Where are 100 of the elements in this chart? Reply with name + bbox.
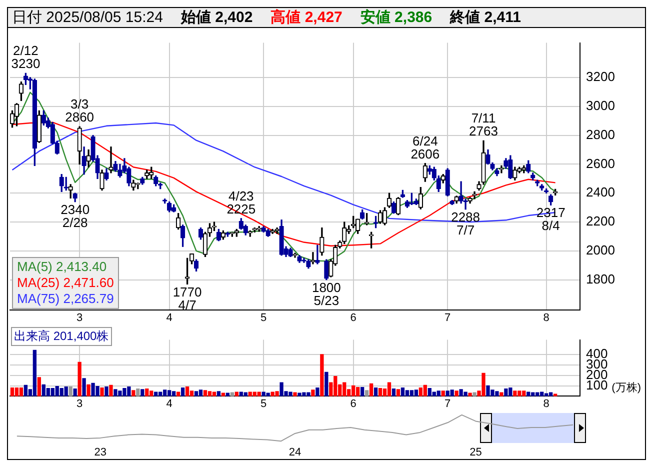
x-tick-label: 6: [350, 398, 356, 410]
annotation: 2340 2/28: [60, 202, 90, 230]
x-tick-label: 5: [260, 312, 267, 324]
bar: [392, 388, 396, 396]
x-tick-label: 3: [76, 398, 83, 410]
x-tick-label: 7: [444, 398, 451, 410]
bar: [172, 391, 176, 396]
annotation: 3/3 2860: [65, 96, 94, 125]
y-tick-label: 2800: [586, 126, 615, 142]
bar: [441, 390, 445, 396]
bar: [454, 390, 458, 396]
bar: [19, 388, 24, 396]
bar: [185, 386, 190, 396]
text: 高値 2,427: [270, 8, 342, 27]
bar: [194, 391, 198, 396]
bar: [320, 354, 324, 396]
y-tick-label: 2200: [586, 214, 615, 229]
bar: [190, 390, 194, 396]
annotation: 7/11 2763: [469, 110, 498, 139]
x-tick-label: 8: [543, 398, 550, 410]
bar: [266, 392, 270, 396]
bar: [316, 388, 320, 396]
bar: [64, 386, 68, 396]
bar: [410, 390, 414, 396]
bar: [132, 390, 136, 396]
bar: [14, 388, 19, 396]
bar: [24, 384, 28, 396]
bar: [82, 378, 86, 396]
chart-title: 出来高 201,400株: [11, 327, 112, 346]
bar: [234, 392, 238, 396]
text: MA(5) 2,413.40: [17, 259, 108, 275]
y-axis-title: (万株): [612, 381, 641, 395]
bar: [78, 362, 82, 396]
bar: [450, 390, 454, 396]
text: MA(75) 2,265.79: [17, 291, 114, 307]
bar: [176, 392, 180, 396]
x-tick-label: 23: [94, 446, 106, 459]
bar: [387, 382, 392, 396]
text: 始値 2,402: [180, 8, 253, 27]
bar: [208, 391, 212, 396]
bar: [400, 388, 405, 396]
x-tick-label: 4: [166, 398, 172, 410]
bar: [216, 391, 221, 396]
bar: [109, 384, 113, 396]
bar: [526, 392, 530, 396]
bar: [104, 386, 108, 396]
x-tick-label: 5: [260, 398, 267, 410]
bar: [396, 389, 400, 396]
bar: [230, 392, 234, 396]
bar: [324, 372, 328, 396]
x-tick-label: 25: [470, 446, 482, 459]
bar: [140, 389, 144, 396]
bar: [100, 388, 104, 396]
bar: [436, 390, 440, 396]
candlestick: [310, 252, 316, 264]
bar: [203, 390, 208, 396]
bar: [500, 392, 504, 396]
x-tick-label: 4: [166, 312, 172, 324]
annotation: 2288 7/7: [451, 209, 480, 238]
bar: [86, 384, 90, 396]
bar: [423, 384, 427, 396]
bar: [136, 388, 140, 396]
annotation: 6/24 2606: [410, 133, 440, 162]
x-tick-label: 7: [444, 312, 451, 324]
bar: [226, 392, 230, 396]
bar: [548, 392, 553, 396]
y-tick-label: 3000: [586, 98, 615, 113]
bar: [32, 350, 37, 396]
bar: [212, 392, 216, 396]
bar: [37, 377, 42, 396]
bar: [405, 390, 410, 396]
bar: [311, 390, 315, 396]
x-tick-label: 6: [350, 312, 356, 324]
bar: [360, 386, 364, 396]
y-tick-label: 3200: [586, 69, 615, 84]
bar: [472, 392, 476, 396]
bar: [364, 390, 369, 396]
bar: [414, 390, 418, 396]
bar: [468, 392, 472, 396]
bar: [73, 388, 77, 396]
candlestick: [108, 146, 114, 174]
bar: [374, 388, 378, 396]
bar: [10, 388, 14, 396]
y-tick-label: 2600: [586, 156, 615, 171]
bar: [198, 390, 203, 396]
annotation: 2/12 3230: [11, 43, 40, 72]
bar: [244, 392, 248, 396]
bar: [257, 392, 261, 396]
x-tick-label: 8: [543, 312, 550, 324]
bar: [378, 388, 382, 396]
candlestick: [315, 244, 320, 264]
bar: [369, 383, 374, 396]
text: MA(25) 2,471.60: [17, 275, 114, 291]
x-tick-label: 3: [76, 312, 83, 324]
bar: [68, 386, 72, 396]
annotation: 1770 4/7: [172, 284, 202, 312]
bar: [293, 392, 297, 396]
text: 終値 2,411: [450, 8, 521, 27]
bar: [145, 388, 149, 396]
y-tick-label: 1800: [586, 271, 615, 286]
